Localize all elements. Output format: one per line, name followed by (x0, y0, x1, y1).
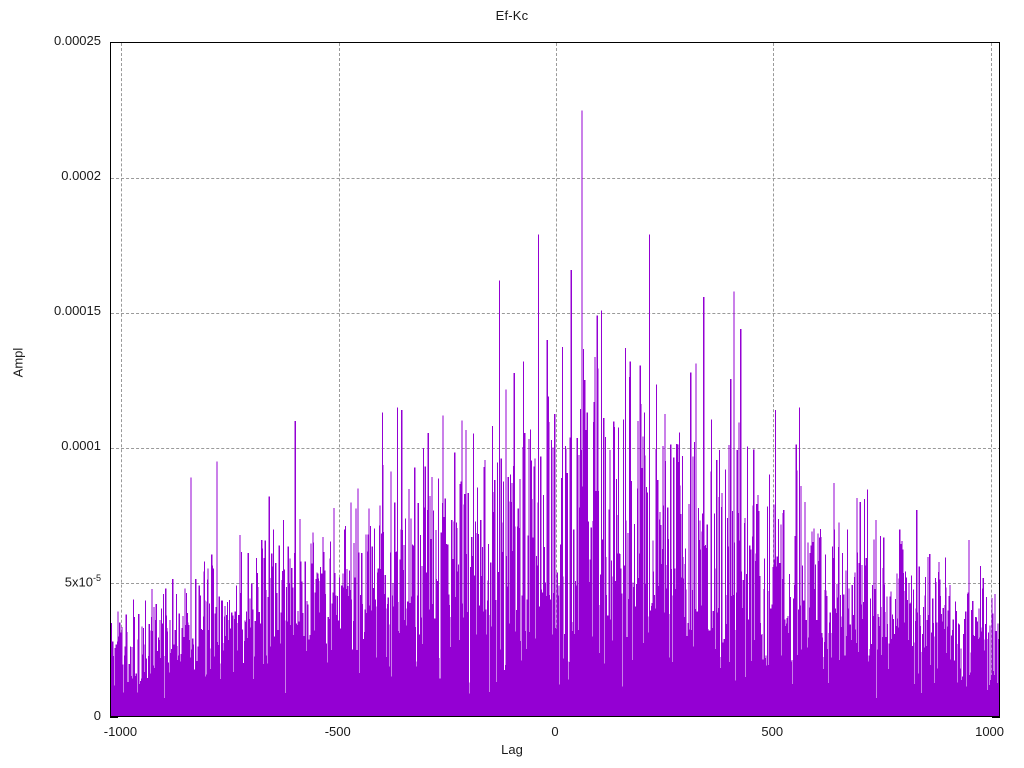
y-tick-mark (992, 717, 1000, 719)
impulse-series (111, 110, 999, 716)
y-tick-label: 0.00015 (54, 303, 101, 318)
x-tick-label: 0 (551, 724, 559, 739)
y-tick-mark (110, 717, 118, 719)
gridline-vertical (121, 43, 123, 716)
impulse-path (111, 110, 999, 716)
y-tick-label: 0.0002 (61, 168, 101, 183)
y-tick-label: 5x10-5 (64, 573, 101, 590)
y-tick-label: 0.00025 (54, 33, 101, 48)
x-tick-label: -1000 (103, 724, 138, 739)
y-axis-label: Ampl (10, 347, 26, 378)
x-tick-label: 1000 (975, 724, 1005, 739)
x-tick-label: -500 (324, 724, 351, 739)
plot-area (110, 42, 1000, 717)
gridline-vertical (556, 43, 557, 716)
gridline-horizontal (111, 178, 999, 179)
y-tick-label: 0 (93, 708, 101, 723)
x-axis-label: Lag (501, 742, 523, 757)
gridline-vertical (990, 43, 992, 716)
x-tick-label: 500 (761, 724, 784, 739)
gridline-vertical (773, 43, 775, 716)
gridline-vertical (338, 43, 340, 716)
gridline-horizontal (111, 313, 999, 314)
y-tick-label: 0.0001 (61, 438, 101, 453)
chart-title: Ef-Kc (495, 8, 529, 23)
